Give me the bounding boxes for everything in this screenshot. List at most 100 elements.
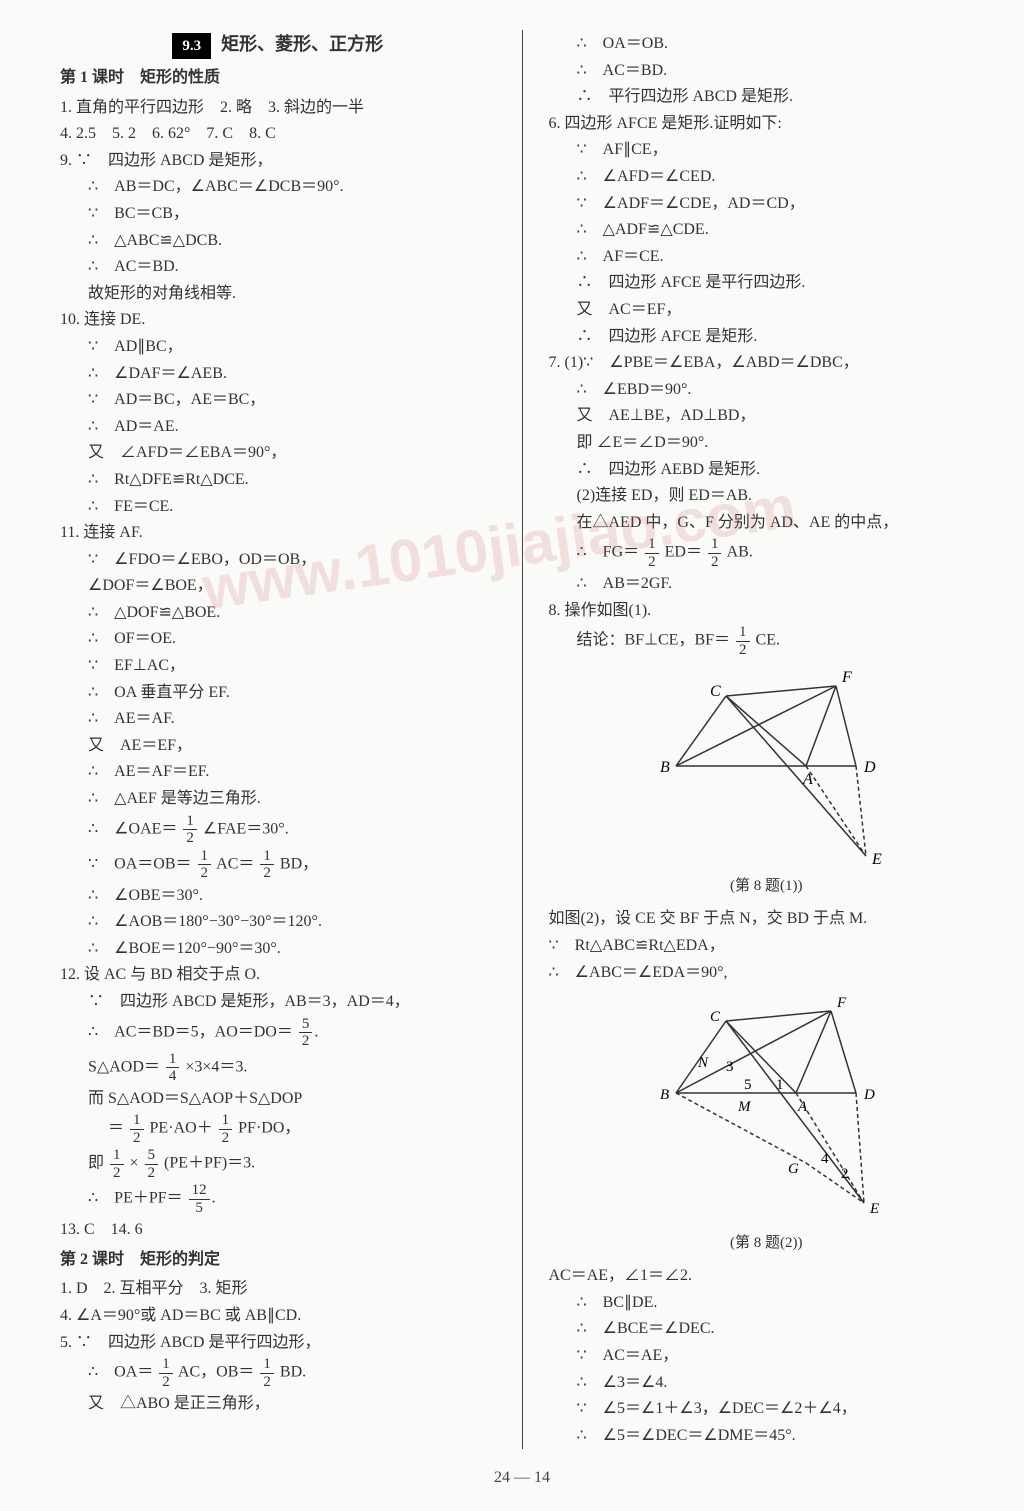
text-line: 又 △ABO 是正三角形， (60, 1391, 496, 1417)
text-span: PE·AO＋ (150, 1120, 213, 1137)
fraction: 12 (736, 624, 750, 658)
text-line: 9. ∵ 四边形 ABCD 是矩形， (60, 148, 496, 174)
text-line: ＝ 12 PE·AO＋ 12 PF·DO， (60, 1112, 496, 1146)
text-line: ∴ ∠EBD＝90°. (549, 377, 985, 403)
svg-text:A: A (802, 771, 813, 788)
svg-text:G: G (788, 1161, 799, 1177)
text-span: AB. (727, 544, 753, 561)
text-span: AC，OB＝ (178, 1364, 254, 1381)
text-line: ∴ 四边形 AFCE 是平行四边形. (549, 270, 985, 296)
text-line: ∠DOF＝∠BOE， (60, 573, 496, 599)
section-badge: 9.3 (172, 33, 211, 59)
svg-text:3: 3 (726, 1059, 734, 1075)
text-span: ∠FAE＝30°. (203, 820, 289, 837)
text-line: ∴ ∠BCE＝∠DEC. (549, 1316, 985, 1342)
text-line: S△AOD＝ 14 ×3×4＝3. (60, 1051, 496, 1085)
text-line: ∴ ∠AFD＝∠CED. (549, 164, 985, 190)
text-line: ∴ ∠ABC＝∠EDA＝90°, (549, 960, 985, 986)
text-line: 13. C 14. 6 (60, 1217, 496, 1243)
text-line: 如图(2)，设 CE 交 BF 于点 N，交 BD 于点 M. (549, 906, 985, 932)
text-line: ∵ AD∥BC， (60, 334, 496, 360)
text-line: ∴ ∠DAF＝∠AEB. (60, 361, 496, 387)
text-line: 5. ∵ 四边形 ABCD 是平行四边形， (60, 1330, 496, 1356)
text-line: 即 12 × 52 (PE＋PF)＝3. (60, 1147, 496, 1181)
text-line: 4. ∠A＝90°或 AD＝BC 或 AB∥CD. (60, 1303, 496, 1329)
text-line: 10. 连接 DE. (60, 307, 496, 333)
text-line: ∴ △DOF≌△BOE. (60, 600, 496, 626)
text-line: ∴ ∠OAE＝ 12 ∠FAE＝30°. (60, 813, 496, 847)
svg-text:A: A (797, 1099, 808, 1115)
text-line: 故矩形的对角线相等. (60, 281, 496, 307)
text-span: ∴ AC＝BD＝5，AO＝DO＝ (88, 1023, 293, 1040)
text-line: 又 AE＝EF， (60, 733, 496, 759)
text-span: 即 (88, 1155, 108, 1172)
text-line: ∴ AC＝BD＝5，AO＝DO＝ 52. (60, 1016, 496, 1050)
text-span: S△AOD＝ (88, 1058, 160, 1075)
column-divider (522, 30, 523, 1449)
text-line: ∴ OF＝OE. (60, 626, 496, 652)
text-line: ∴ PE＋PF＝ 125. (60, 1182, 496, 1216)
text-line: ∵ ∠ADF＝∠CDE，AD＝CD， (549, 191, 985, 217)
fraction: 12 (183, 813, 197, 847)
fraction: 12 (260, 1356, 274, 1390)
text-span: (PE＋PF)＝3. (164, 1155, 255, 1172)
text-line: ∴ AB＝DC，∠ABC＝∠DCB＝90°. (60, 174, 496, 200)
svg-text:D: D (863, 1087, 875, 1103)
text-line: 11. 连接 AF. (60, 520, 496, 546)
text-line: ∴ AC＝BD. (60, 254, 496, 280)
text-line: ∴ 四边形 AEBD 是矩形. (549, 457, 985, 483)
fraction: 14 (166, 1051, 180, 1085)
fraction: 12 (159, 1356, 173, 1390)
svg-text:E: E (869, 1201, 879, 1217)
text-line: 6. 四边形 AFCE 是矩形.证明如下: (549, 111, 985, 137)
fraction: 12 (110, 1147, 124, 1181)
text-span: ＝ (108, 1120, 124, 1137)
text-line: ∴ OA 垂直平分 EF. (60, 680, 496, 706)
fraction: 12 (198, 848, 212, 882)
right-column: ∴ OA＝OB. ∴ AC＝BD. ∴ 平行四边形 ABCD 是矩形. 6. 四… (549, 30, 985, 1449)
text-span: ∴ PE＋PF＝ (88, 1190, 183, 1207)
text-span: AC＝ (216, 855, 254, 872)
text-span: × (130, 1155, 139, 1172)
text-line: ∴ ∠AOB＝180°−30°−30°＝120°. (60, 909, 496, 935)
text-line: ∴ △ABC≌△DCB. (60, 228, 496, 254)
svg-text:2: 2 (841, 1166, 849, 1182)
text-line: 1. D 2. 互相平分 3. 矩形 (60, 1276, 496, 1302)
svg-text:E: E (871, 851, 882, 866)
text-line: ∴ 平行四边形 ABCD 是矩形. (549, 84, 985, 110)
text-line: ∴ FE＝CE. (60, 494, 496, 520)
text-line: 8. 操作如图(1). (549, 598, 985, 624)
text-span: ∵ OA＝OB＝ (88, 855, 192, 872)
left-column: 9.3 矩形、菱形、正方形 第 1 课时 矩形的性质 1. 直角的平行四边形 2… (60, 30, 496, 1449)
text-line: 4. 2.5 5. 2 6. 62° 7. C 8. C (60, 121, 496, 147)
text-line: ∵ AD＝BC，AE＝BC， (60, 387, 496, 413)
svg-text:B: B (660, 1087, 669, 1103)
text-span: BD， (280, 855, 318, 872)
figure-2-svg: BDAMCFEGN35142 (636, 993, 896, 1223)
text-line: ∴ AD＝AE. (60, 414, 496, 440)
text-span: 结论：BF⊥CE，BF＝ (577, 632, 731, 649)
text-line: ∴ AE＝AF. (60, 706, 496, 732)
text-line: 即 ∠E＝∠D＝90°. (549, 430, 985, 456)
text-line: 1. 直角的平行四边形 2. 略 3. 斜边的一半 (60, 95, 496, 121)
text-line: ∴ AC＝BD. (549, 58, 985, 84)
text-line: ∴ OA＝OB. (549, 31, 985, 57)
svg-text:N: N (697, 1055, 709, 1071)
page-columns: 9.3 矩形、菱形、正方形 第 1 课时 矩形的性质 1. 直角的平行四边形 2… (60, 30, 984, 1449)
text-line: ∴ ∠5＝∠DEC＝∠DME＝45°. (549, 1423, 985, 1449)
text-line: ∵ ∠5＝∠1＋∠3，∠DEC＝∠2＋∠4， (549, 1396, 985, 1422)
section-title: 矩形、菱形、正方形 (221, 34, 383, 54)
fraction: 12 (260, 848, 274, 882)
svg-text:C: C (710, 683, 721, 700)
text-line: ∴ Rt△DFE≌Rt△DCE. (60, 467, 496, 493)
text-line: ∵ Rt△ABC≌Rt△EDA， (549, 933, 985, 959)
text-line: 12. 设 AC 与 BD 相交于点 O. (60, 962, 496, 988)
svg-text:F: F (836, 995, 847, 1011)
text-line: 7. (1)∵ ∠PBE＝∠EBA，∠ABD＝∠DBC， (549, 350, 985, 376)
text-line: ∵ AF∥CE， (549, 137, 985, 163)
figure-2: BDAMCFEGN35142 (549, 993, 985, 1223)
lesson2-title: 第 2 课时 矩形的判定 (60, 1247, 496, 1273)
svg-text:B: B (660, 759, 670, 776)
text-line: 而 S△AOD＝S△AOP＋S△DOP (60, 1086, 496, 1112)
text-span: ∴ FG＝ (577, 544, 640, 561)
